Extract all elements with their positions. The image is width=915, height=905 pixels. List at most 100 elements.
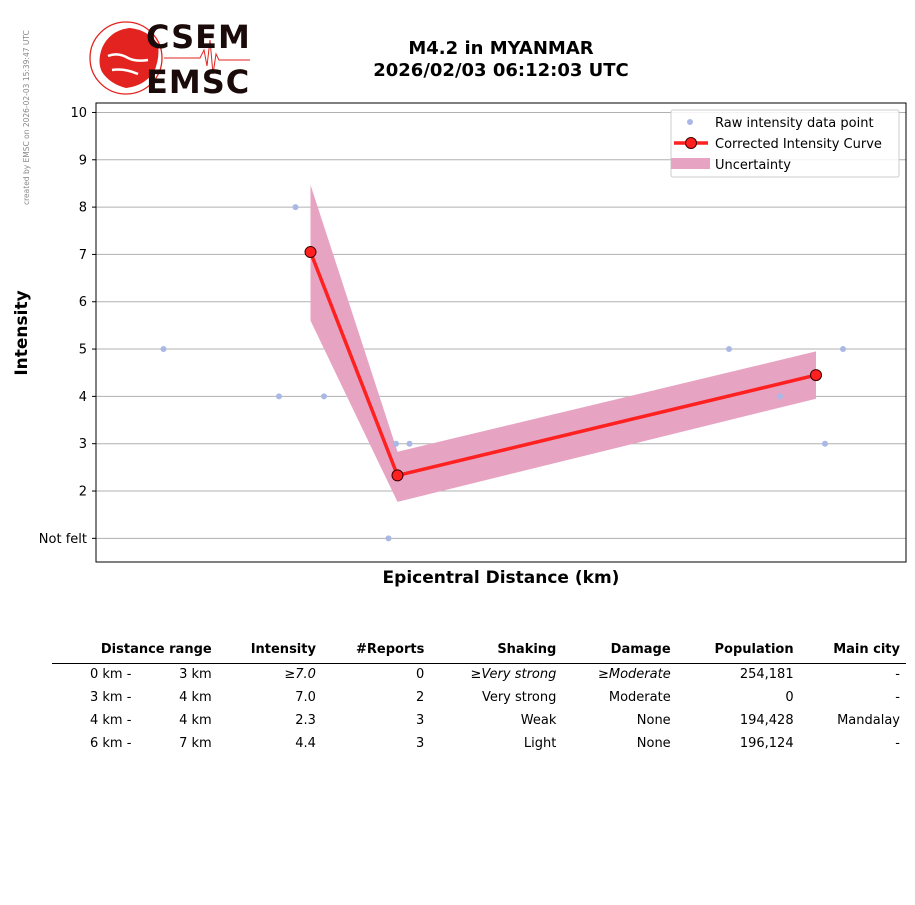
y-tick-label: Not felt <box>39 532 87 547</box>
cell-shaking-value: Very strong <box>481 690 557 705</box>
logo-globe-outline <box>89 21 163 95</box>
y-tick-label: 4 <box>79 390 87 405</box>
cell-intensity: ≥7.0 <box>218 664 322 688</box>
x-axis-label: Epicentral Distance (km) <box>383 568 620 588</box>
cell-distance-to: 7 km <box>179 736 212 751</box>
curve-marker <box>391 469 404 482</box>
cell-distance-to: 4 km <box>179 713 212 728</box>
cell-population: 194,428 <box>739 713 794 728</box>
cell-distance-from: 0 km - <box>89 667 132 682</box>
raw-data-point <box>726 346 732 353</box>
logo-emsc-text: EMSC <box>146 63 250 98</box>
cell-reports: 3 <box>416 713 425 728</box>
table-row: 0 km -3 km ≥7.0 0 ≥Very strong ≥Moderate 254,… <box>52 664 906 688</box>
uncertainty-band-layer <box>310 184 816 502</box>
cell-distance-from: 6 km - <box>89 736 132 751</box>
table-row: 4 km - 4 km 2.3 3 Weak None 194,428 Mandalay <box>52 710 906 733</box>
y-tick-label: 6 <box>79 295 87 310</box>
legend-band-swatch <box>671 158 710 169</box>
cell-damage-value: Moderate <box>608 667 671 682</box>
raw-data-point <box>840 346 846 353</box>
cell-shaking-value: Very strong <box>481 667 557 682</box>
curve-marker <box>304 246 317 259</box>
header-population: Population <box>676 640 800 664</box>
y-axis-label: Intensity <box>12 290 32 375</box>
csem-emsc-logo: CSEM EMSC <box>89 18 251 98</box>
y-tick-label: 2 <box>79 485 87 500</box>
title-event: M4.2 in MYANMAR <box>408 38 594 59</box>
cell-main-city: - <box>895 667 900 682</box>
gridlines <box>96 111 906 539</box>
legend-box <box>670 109 900 178</box>
raw-data-point <box>385 535 392 542</box>
cell-intensity-prefix: ≥ <box>284 667 296 682</box>
logo-globe-gaps <box>107 53 149 76</box>
cell-intensity-value: 7.0 <box>295 667 316 682</box>
raw-data-point <box>276 393 282 400</box>
curve-marker <box>810 369 822 382</box>
header-distance-range: Distance range <box>52 640 218 664</box>
cell-shaking: ≥Very strong <box>430 664 562 688</box>
y-tick-label: 5 <box>79 343 87 358</box>
header-main-city: Main city <box>799 640 906 664</box>
raw-points-layer <box>160 204 846 542</box>
raw-data-point <box>777 393 783 400</box>
cell-population: 254,181 <box>739 667 794 682</box>
raw-data-point <box>292 204 299 211</box>
legend: Raw intensity data point Corrected Inten… <box>670 109 900 178</box>
logo-csem-text: CSEM <box>146 18 251 56</box>
cell-damage: None <box>562 710 676 733</box>
cell-shaking-value: Light <box>523 736 557 751</box>
cell-intensity-value: 7.0 <box>295 690 316 705</box>
cell-distance-to: 4 km <box>179 690 212 705</box>
cell-intensity: 7.0 <box>218 687 322 710</box>
y-tick-label: 10 <box>70 106 87 121</box>
header-damage: Damage <box>562 640 677 664</box>
raw-data-point <box>822 440 828 447</box>
cell-damage-value: None <box>636 736 671 751</box>
cell-intensity: 2.3 <box>218 710 322 733</box>
cell-reports: 2 <box>416 690 425 705</box>
y-tick-label: 8 <box>79 201 87 216</box>
cell-reports: 3 <box>416 736 425 751</box>
cell-population: 0 <box>785 690 794 705</box>
title-datetime: 2026/02/03 06:12:03 UTC <box>373 60 629 81</box>
header-reports: #Reports <box>321 640 431 664</box>
legend-raw-marker <box>687 119 693 125</box>
cell-intensity-value: 4.4 <box>295 736 316 751</box>
cell-population: 196,124 <box>739 736 794 751</box>
intensity-chart: Not felt 2 3 4 5 6 7 8 9 10 Epicentral Distance (… <box>12 102 907 588</box>
cell-damage: ≥Moderate <box>562 664 676 688</box>
y-tick-label: 3 <box>79 437 87 452</box>
cell-damage: None <box>562 733 676 756</box>
legend-curve-label: Corrected Intensity Curve <box>715 137 882 152</box>
cell-distance-to: 3 km <box>179 667 212 682</box>
table-row: 6 km - 7 km 4.4 3 Light None 196,124 - <box>52 733 906 756</box>
legend-raw-label: Raw intensity data point <box>715 116 874 131</box>
y-tick-label: 7 <box>79 248 87 263</box>
header-intensity: Intensity <box>217 640 322 664</box>
cell-shaking-prefix: ≥ <box>470 667 482 682</box>
raw-data-point <box>321 393 327 400</box>
cell-main-city: - <box>895 690 900 705</box>
cell-damage-value: None <box>636 713 671 728</box>
cell-reports: 0 <box>416 667 425 682</box>
cell-shaking: Very strong <box>430 687 562 710</box>
cell-damage: Moderate <box>562 687 676 710</box>
uncertainty-band <box>310 184 816 502</box>
table-row: 3 km - 4 km 7.0 2 Very strong Moderate 0 - <box>52 687 906 710</box>
cell-shaking-value: Weak <box>520 713 557 728</box>
cell-shaking: Weak <box>430 710 562 733</box>
cell-distance-from: 3 km - <box>89 690 132 705</box>
page-title: M4.2 in MYANMAR 2026/02/03 06:12:03 UTC <box>300 38 702 82</box>
header-shaking: Shaking <box>430 640 563 664</box>
raw-data-point <box>160 346 167 353</box>
cell-intensity: 4.4 <box>218 733 322 756</box>
plot-frame <box>95 102 907 563</box>
cell-main-city: Mandalay <box>837 713 900 728</box>
raw-data-point <box>406 440 413 447</box>
cell-distance-from: 4 km - <box>89 713 132 728</box>
y-tick-label: 9 <box>79 153 87 168</box>
raw-data-point <box>393 440 399 447</box>
legend-curve-marker <box>685 137 697 149</box>
